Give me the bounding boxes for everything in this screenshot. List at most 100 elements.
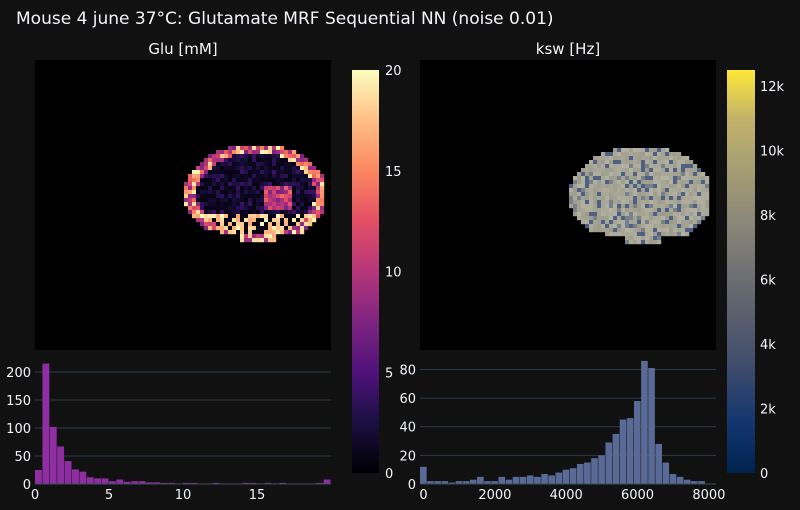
map-pixel — [641, 184, 646, 189]
map-pixel — [621, 184, 626, 189]
map-pixel — [681, 196, 686, 201]
map-pixel — [689, 180, 694, 185]
map-pixel — [292, 222, 297, 227]
colorbar-tick-label: 10 — [385, 266, 402, 281]
map-pixel — [292, 150, 297, 155]
map-pixel — [204, 174, 209, 179]
map-pixel — [677, 220, 682, 225]
map-pixel — [645, 216, 650, 221]
map-pixel — [641, 228, 646, 233]
map-pixel — [689, 212, 694, 217]
ksw-histogram-panel — [420, 358, 716, 484]
map-pixel — [593, 184, 598, 189]
y-tick-label: 80 — [399, 363, 416, 378]
map-pixel — [621, 216, 626, 221]
map-pixel — [689, 204, 694, 209]
ksw-map-pixels — [569, 148, 710, 245]
map-pixel — [312, 174, 317, 179]
map-pixel — [228, 178, 233, 183]
map-pixel — [276, 166, 281, 171]
map-pixel — [617, 148, 622, 153]
y-tick-label: 100 — [6, 422, 31, 437]
map-pixel — [641, 192, 646, 197]
map-pixel — [316, 190, 321, 195]
map-pixel — [252, 154, 257, 159]
map-pixel — [204, 158, 209, 163]
map-pixel — [665, 164, 670, 169]
y-tick-label: 0 — [23, 478, 31, 493]
map-pixel — [256, 194, 261, 199]
map-pixel — [276, 186, 281, 191]
map-pixel — [264, 238, 269, 243]
histogram-bar — [477, 476, 484, 484]
map-pixel — [601, 188, 606, 193]
map-pixel — [613, 168, 618, 173]
map-pixel — [693, 184, 698, 189]
map-pixel — [276, 210, 281, 215]
map-pixel — [597, 164, 602, 169]
map-pixel — [677, 184, 682, 189]
map-pixel — [252, 182, 257, 187]
map-pixel — [637, 208, 642, 213]
map-pixel — [232, 226, 237, 231]
map-pixel — [228, 166, 233, 171]
map-pixel — [681, 200, 686, 205]
map-pixel — [248, 238, 253, 243]
histogram-bar — [168, 482, 176, 484]
map-pixel — [236, 146, 241, 151]
map-pixel — [581, 208, 586, 213]
x-tick-label: 15 — [249, 488, 266, 503]
map-pixel — [633, 240, 638, 245]
map-pixel — [673, 168, 678, 173]
map-pixel — [216, 158, 221, 163]
map-pixel — [280, 222, 285, 227]
map-pixel — [300, 202, 305, 207]
map-pixel — [629, 188, 634, 193]
map-pixel — [613, 164, 618, 169]
map-pixel — [673, 152, 678, 157]
map-pixel — [200, 162, 205, 167]
map-pixel — [208, 162, 213, 167]
colorbar-tick-label: 6k — [760, 274, 776, 289]
map-pixel — [657, 204, 662, 209]
map-pixel — [216, 206, 221, 211]
map-pixel — [693, 208, 698, 213]
map-pixel — [605, 200, 610, 205]
map-pixel — [645, 152, 650, 157]
map-pixel — [280, 158, 285, 163]
map-pixel — [188, 198, 193, 203]
map-pixel — [661, 204, 666, 209]
map-pixel — [621, 180, 626, 185]
map-pixel — [629, 220, 634, 225]
map-pixel — [605, 160, 610, 165]
map-pixel — [272, 170, 277, 175]
map-pixel — [252, 210, 257, 215]
map-pixel — [629, 208, 634, 213]
map-pixel — [677, 172, 682, 177]
map-pixel — [645, 204, 650, 209]
map-pixel — [216, 166, 221, 171]
histogram-bar — [57, 446, 65, 484]
map-pixel — [200, 210, 205, 215]
map-pixel — [236, 214, 241, 219]
map-pixel — [248, 182, 253, 187]
map-pixel — [224, 158, 229, 163]
map-pixel — [581, 180, 586, 185]
map-pixel — [268, 234, 273, 239]
map-pixel — [657, 180, 662, 185]
map-pixel — [228, 226, 233, 231]
map-pixel — [232, 214, 237, 219]
histogram-bar — [498, 476, 506, 484]
map-pixel — [593, 180, 598, 185]
histogram-bar — [519, 476, 527, 484]
map-pixel — [308, 218, 313, 223]
map-pixel — [593, 192, 598, 197]
map-pixel — [641, 164, 646, 169]
map-pixel — [649, 216, 654, 221]
map-pixel — [629, 200, 634, 205]
histogram-bar — [79, 471, 87, 484]
map-pixel — [641, 204, 646, 209]
map-pixel — [292, 174, 297, 179]
map-pixel — [288, 226, 293, 231]
map-pixel — [689, 220, 694, 225]
